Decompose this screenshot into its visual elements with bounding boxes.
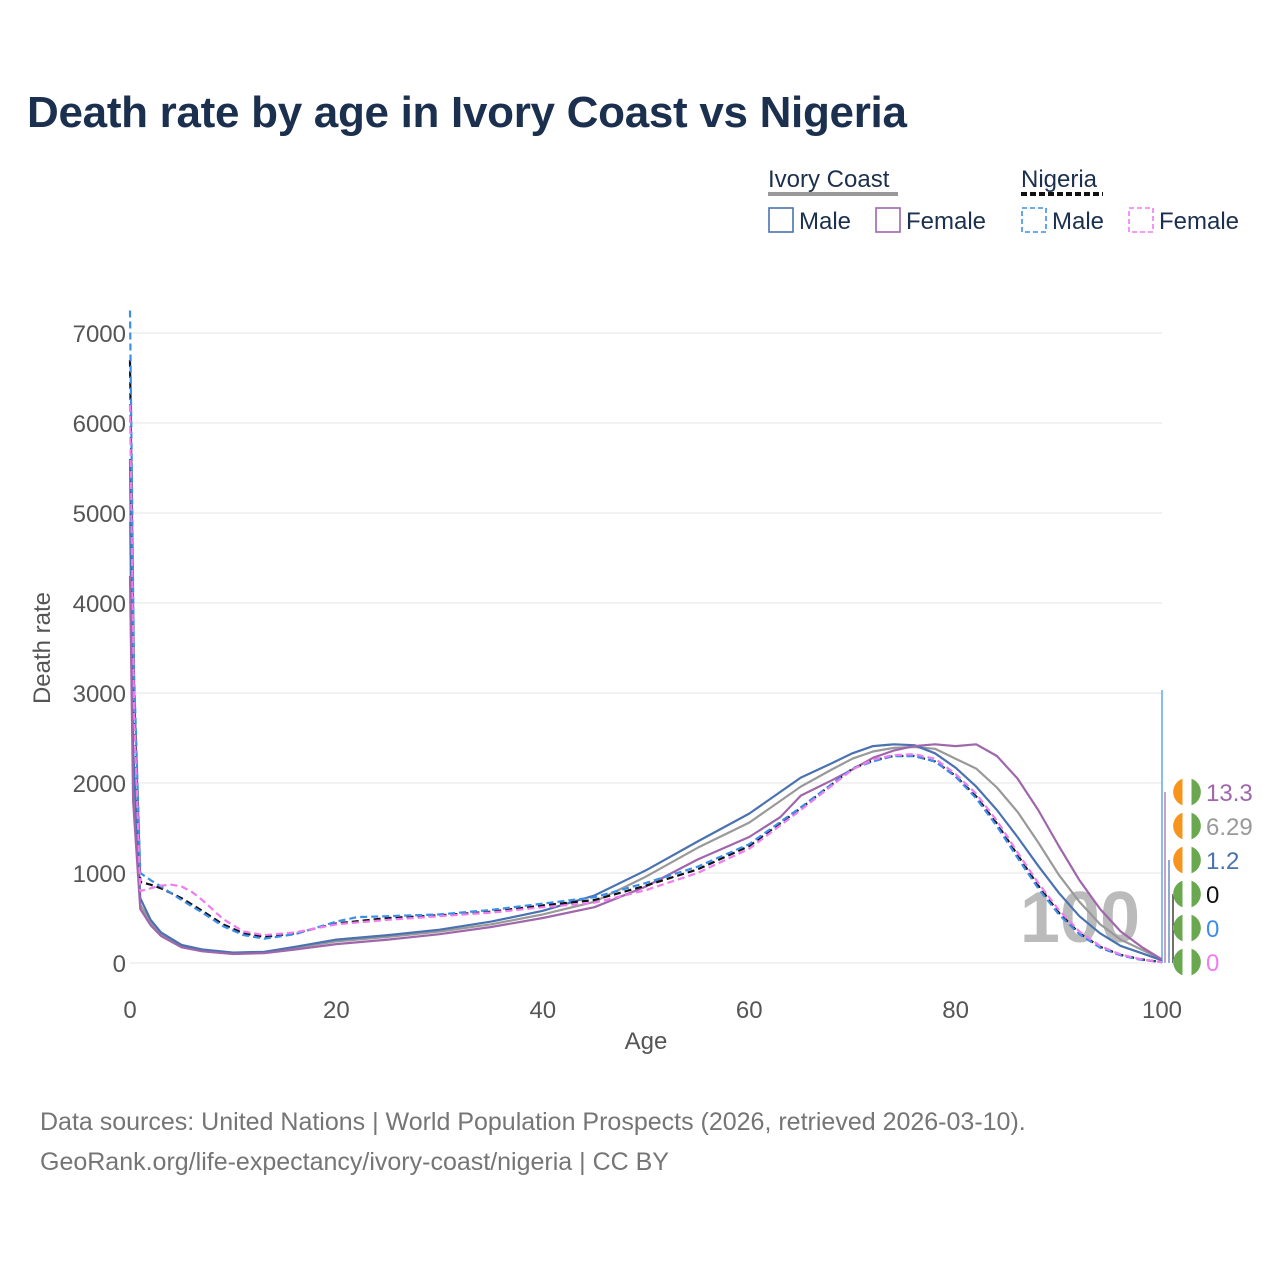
legend-group-label: Ivory Coast <box>768 166 890 193</box>
flag-left-stripe <box>1173 778 1183 806</box>
legend-swatch-female <box>875 207 901 233</box>
flag-right-stripe <box>1191 778 1201 806</box>
end-value-label: 0 <box>1206 882 1219 909</box>
x-tick-label: 20 <box>323 997 350 1024</box>
end-value-label: 1.2 <box>1206 848 1239 875</box>
end-label-flag-ivory-coast <box>1173 812 1201 840</box>
flag-left-stripe <box>1173 880 1183 908</box>
end-value-label: 0 <box>1206 916 1219 943</box>
series-line-ng-male <box>128 310 1163 964</box>
end-label-flag-nigeria <box>1173 948 1201 976</box>
series-line-ic-total <box>128 521 1163 961</box>
end-label-flag-ivory-coast <box>1173 846 1201 874</box>
flag-right-stripe <box>1191 914 1201 942</box>
flag-left-stripe <box>1173 914 1183 942</box>
legend-swatch-female <box>1128 207 1154 233</box>
x-tick-label: 40 <box>529 997 556 1024</box>
y-tick-label: 6000 <box>73 411 126 438</box>
y-tick-label: 4000 <box>73 591 126 618</box>
y-tick-label: 1000 <box>73 861 126 888</box>
series-line-ic-female <box>128 575 1163 961</box>
end-label-flag-nigeria <box>1173 914 1201 942</box>
end-value-label: 0 <box>1206 950 1219 977</box>
flag-left-stripe <box>1173 846 1183 874</box>
y-tick-label: 0 <box>113 951 126 978</box>
flag-left-stripe <box>1173 812 1183 840</box>
legend-label-female: Female <box>1159 208 1239 235</box>
flag-right-stripe <box>1191 846 1201 874</box>
legend-swatch-male <box>768 207 794 233</box>
flag-left-stripe <box>1173 948 1183 976</box>
end-label-flag-ivory-coast <box>1173 778 1201 806</box>
x-tick-label: 100 <box>1142 997 1182 1024</box>
legend-swatch-male <box>1021 207 1047 233</box>
legend-label-female: Female <box>906 208 986 235</box>
flag-right-stripe <box>1191 948 1201 976</box>
y-tick-label: 2000 <box>73 771 126 798</box>
legend-group-label: Nigeria <box>1021 166 1098 193</box>
legend-label-male: Male <box>1052 208 1104 235</box>
x-tick-label: 80 <box>942 997 969 1024</box>
series-line-ic-male <box>128 458 1163 962</box>
y-tick-label: 5000 <box>73 501 126 528</box>
end-value-label: 13.3 <box>1206 780 1253 807</box>
y-axis-title: Death rate <box>29 592 56 704</box>
flag-right-stripe <box>1191 880 1201 908</box>
y-tick-label: 7000 <box>73 321 126 348</box>
series-line-ng-total <box>128 359 1163 964</box>
data-source-text: Data sources: United Nations | World Pop… <box>40 1108 1026 1136</box>
chart-title: Death rate by age in Ivory Coast vs Nige… <box>27 88 907 137</box>
legend-label-male: Male <box>799 208 851 235</box>
y-tick-label: 3000 <box>73 681 126 708</box>
end-label-flag-nigeria <box>1173 880 1201 908</box>
flag-right-stripe <box>1191 812 1201 840</box>
attribution-text[interactable]: GeoRank.org/life-expectancy/ivory-coast/… <box>40 1148 669 1176</box>
x-tick-label: 0 <box>123 997 136 1024</box>
series-line-ng-female <box>128 404 1163 964</box>
x-axis-title: Age <box>625 1028 668 1055</box>
end-value-label: 6.29 <box>1206 814 1253 841</box>
x-tick-label: 60 <box>736 997 763 1024</box>
